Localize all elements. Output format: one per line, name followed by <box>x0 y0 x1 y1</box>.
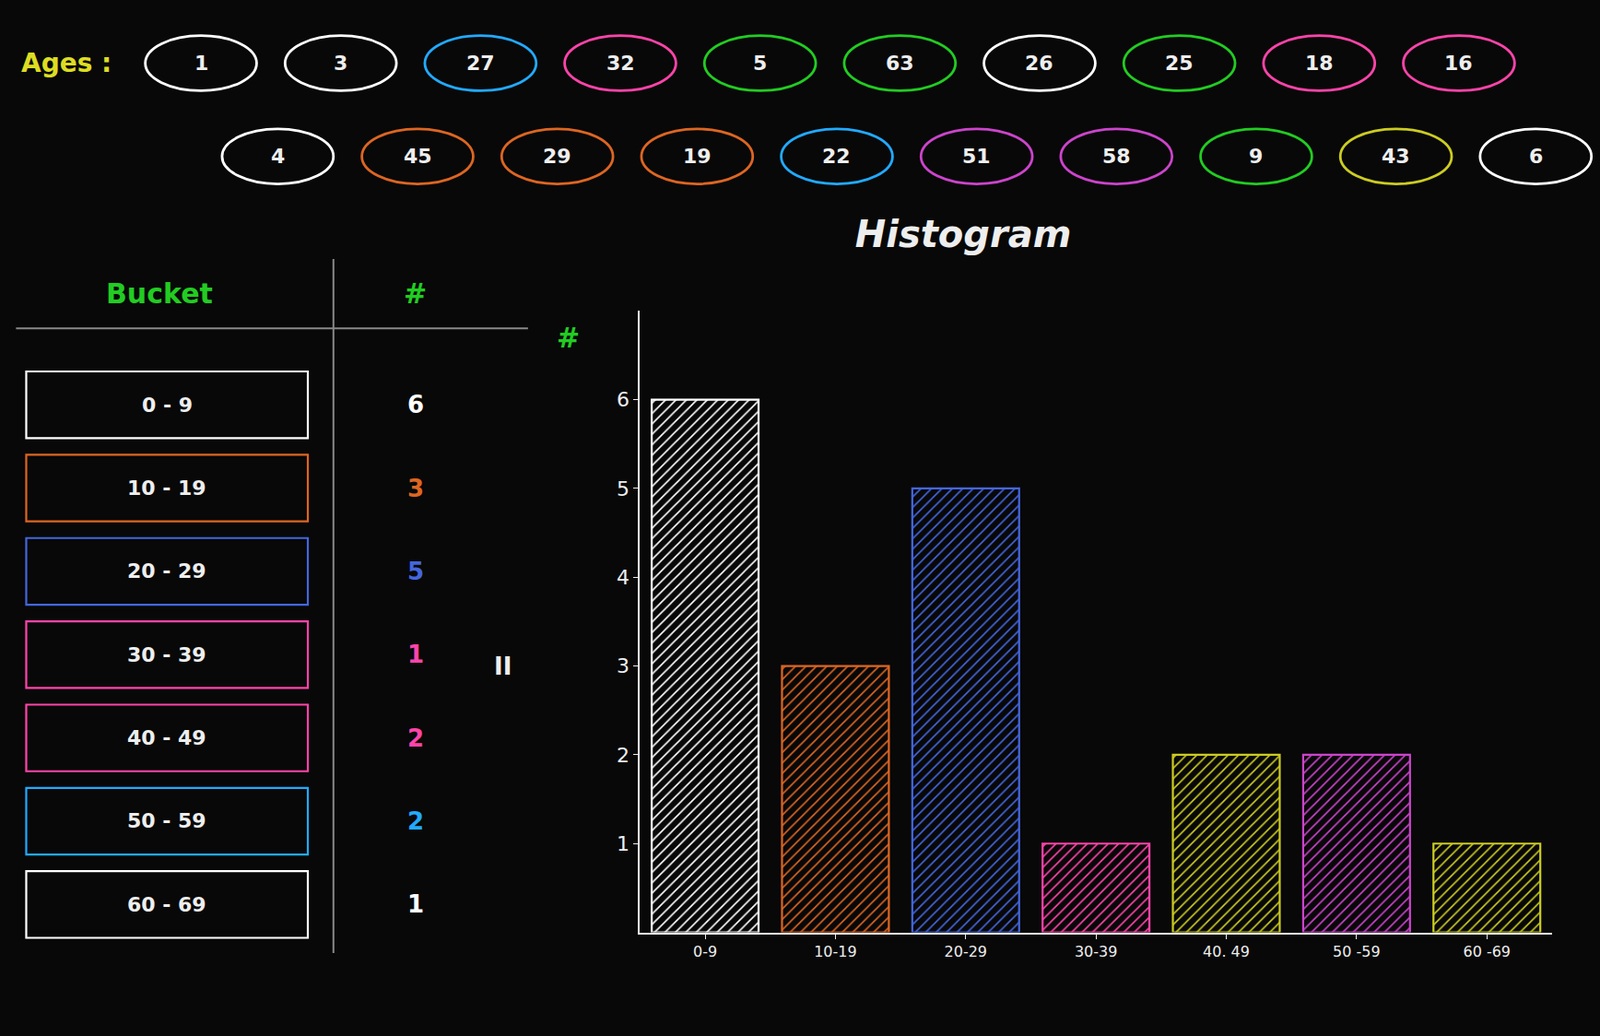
svg-text:50 -59: 50 -59 <box>1332 942 1381 961</box>
svg-text:6: 6 <box>407 390 424 419</box>
svg-text:20-29: 20-29 <box>944 942 989 961</box>
svg-text:1: 1 <box>616 832 630 856</box>
svg-text:20 - 29: 20 - 29 <box>127 559 207 583</box>
svg-text:5: 5 <box>752 51 767 75</box>
svg-text:0 - 9: 0 - 9 <box>141 393 193 417</box>
svg-text:5: 5 <box>407 557 424 586</box>
svg-text:25: 25 <box>1164 51 1194 75</box>
svg-text:1: 1 <box>194 51 209 75</box>
svg-text:4: 4 <box>270 144 285 168</box>
svg-text:58: 58 <box>1102 144 1131 168</box>
svg-text:60 -69: 60 -69 <box>1462 942 1511 961</box>
svg-text:16: 16 <box>1444 51 1473 75</box>
svg-text:#: # <box>403 277 427 310</box>
svg-text:51: 51 <box>962 144 991 168</box>
svg-text:2: 2 <box>407 724 424 753</box>
svg-text:18: 18 <box>1305 51 1334 75</box>
svg-text:3: 3 <box>616 654 630 678</box>
svg-text:6: 6 <box>616 388 630 412</box>
svg-text:#: # <box>556 321 580 354</box>
svg-text:3: 3 <box>333 51 348 75</box>
svg-text:Bucket: Bucket <box>105 277 213 310</box>
svg-text:0-9: 0-9 <box>693 942 718 961</box>
svg-text:32: 32 <box>606 51 636 75</box>
svg-text:10 - 19: 10 - 19 <box>127 476 207 500</box>
svg-text:19: 19 <box>682 144 712 168</box>
svg-text:40. 49: 40. 49 <box>1202 942 1250 961</box>
svg-text:5: 5 <box>616 477 630 501</box>
svg-text:26: 26 <box>1024 51 1054 75</box>
svg-text:45: 45 <box>403 144 433 168</box>
svg-text:Ages :: Ages : <box>21 47 112 79</box>
svg-text:50 - 59: 50 - 59 <box>127 809 207 833</box>
svg-text:63: 63 <box>885 51 915 75</box>
svg-text:3: 3 <box>407 474 424 503</box>
svg-text:4: 4 <box>616 565 630 589</box>
svg-text:27: 27 <box>466 51 495 75</box>
svg-text:30 - 39: 30 - 39 <box>127 643 207 667</box>
svg-text:10-19: 10-19 <box>813 942 858 961</box>
svg-text:60 - 69: 60 - 69 <box>127 893 207 917</box>
svg-text:Histogram: Histogram <box>855 212 1072 256</box>
svg-text:29: 29 <box>542 144 572 168</box>
svg-text:6: 6 <box>1529 144 1543 168</box>
svg-text:43: 43 <box>1381 144 1411 168</box>
svg-text:22: 22 <box>822 144 851 168</box>
svg-text:30-39: 30-39 <box>1074 942 1118 961</box>
svg-text:40 - 49: 40 - 49 <box>127 726 207 750</box>
svg-text:1: 1 <box>407 640 424 669</box>
svg-text:II: II <box>494 652 512 681</box>
svg-text:2: 2 <box>407 807 424 836</box>
svg-text:1: 1 <box>407 890 424 918</box>
svg-text:9: 9 <box>1248 144 1263 168</box>
svg-text:2: 2 <box>616 743 630 767</box>
